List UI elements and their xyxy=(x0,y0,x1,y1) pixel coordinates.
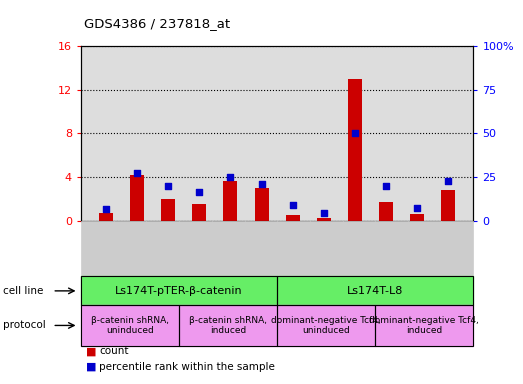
Point xyxy=(226,174,235,180)
Point xyxy=(413,205,422,211)
Bar xyxy=(130,175,144,221)
Point xyxy=(133,170,141,176)
Bar xyxy=(161,199,175,221)
Text: ■: ■ xyxy=(86,346,97,356)
Point xyxy=(351,129,359,136)
Text: β-catenin shRNA,
induced: β-catenin shRNA, induced xyxy=(189,316,267,335)
Point xyxy=(195,189,203,195)
Point xyxy=(257,181,266,187)
Point xyxy=(320,210,328,216)
Text: GDS4386 / 237818_at: GDS4386 / 237818_at xyxy=(84,17,230,30)
Text: dominant-negative Tcf4,
uninduced: dominant-negative Tcf4, uninduced xyxy=(271,316,381,335)
Point xyxy=(164,183,173,189)
Bar xyxy=(192,204,207,221)
Point xyxy=(382,183,390,189)
Text: ■: ■ xyxy=(86,362,97,372)
Text: cell line: cell line xyxy=(3,286,43,296)
Bar xyxy=(223,182,237,221)
Text: protocol: protocol xyxy=(3,320,46,331)
Point xyxy=(289,202,297,208)
Bar xyxy=(317,217,331,221)
Bar xyxy=(255,188,269,221)
Bar xyxy=(348,79,362,221)
Text: Ls174T-pTER-β-catenin: Ls174T-pTER-β-catenin xyxy=(115,286,243,296)
Bar xyxy=(441,190,456,221)
Text: Ls174T-L8: Ls174T-L8 xyxy=(347,286,403,296)
Text: count: count xyxy=(99,346,129,356)
Point xyxy=(445,179,453,185)
Bar xyxy=(411,214,424,221)
Bar xyxy=(379,202,393,221)
Text: percentile rank within the sample: percentile rank within the sample xyxy=(99,362,275,372)
Text: β-catenin shRNA,
uninduced: β-catenin shRNA, uninduced xyxy=(91,316,169,335)
Bar xyxy=(99,213,113,221)
Text: dominant-negative Tcf4,
induced: dominant-negative Tcf4, induced xyxy=(369,316,479,335)
Bar xyxy=(286,215,300,221)
Point xyxy=(101,206,110,212)
